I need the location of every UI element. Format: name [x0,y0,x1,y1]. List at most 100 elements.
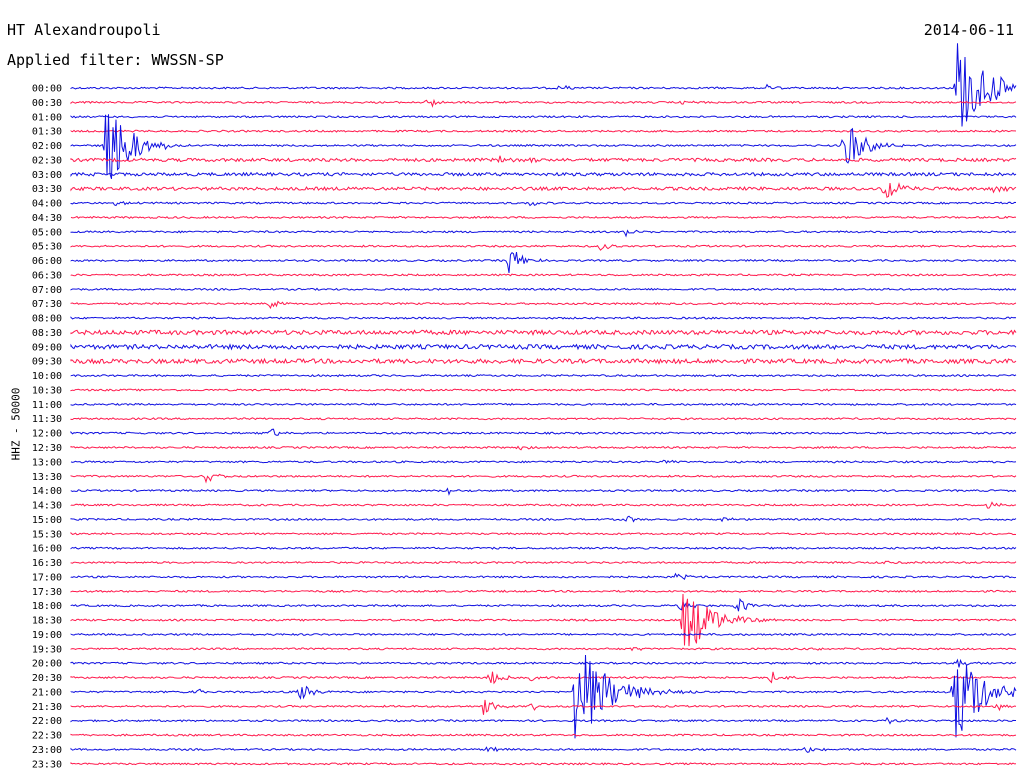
time-label: 23:30 [32,759,62,770]
trace-row-0030 [70,98,1017,108]
trace-row-0500 [70,229,1017,238]
trace-row-0700 [70,287,1017,291]
trace-row-2230 [70,733,1017,737]
time-label: 08:00 [32,314,62,325]
trace-row-0530 [70,243,1017,251]
trace-row-1530 [70,531,1017,536]
time-label: 09:30 [32,357,62,368]
time-label: 10:30 [32,385,62,396]
time-label: 08:30 [32,328,62,339]
trace-row-0900 [70,343,1017,351]
time-label: 09:00 [32,342,62,353]
time-label: 07:30 [32,299,62,310]
time-label: 04:30 [32,213,62,224]
trace-row-1630 [70,560,1017,565]
trace-row-1000 [70,373,1017,378]
time-label: 15:00 [32,515,62,526]
trace-row-1230 [70,445,1017,451]
time-label: 05:30 [32,242,62,253]
trace-row-1430 [70,501,1017,509]
time-label: 19:00 [32,630,62,641]
time-label: 06:00 [32,256,62,267]
time-label: 16:30 [32,558,62,569]
trace-row-1030 [70,388,1016,392]
trace-row-0400 [70,200,1017,207]
time-label: 15:30 [32,529,62,540]
trace-row-0730 [70,300,1017,310]
trace-row-0130 [70,129,1017,133]
trace-row-1830 [70,593,1017,647]
time-label: 13:30 [32,472,62,483]
time-label: 12:30 [32,443,62,454]
station-title: HT Alexandroupoli [7,21,161,39]
trace-row-0000 [70,43,1017,127]
time-label: 02:00 [32,141,62,152]
time-label: 17:00 [32,572,62,583]
time-label: 00:30 [32,98,62,109]
trace-row-0330 [70,182,1017,198]
trace-row-0630 [70,273,1017,277]
trace-row-0200 [70,114,1017,179]
trace-row-1500 [70,515,1017,523]
time-label: 12:00 [32,429,62,440]
time-label: 13:00 [32,457,62,468]
trace-row-1900 [70,632,1017,637]
time-label: 21:00 [32,687,62,698]
trace-row-0100 [70,115,1017,119]
trace-row-2300 [70,746,1017,753]
trace-row-0930 [70,357,1017,365]
trace-row-0830 [70,329,1017,336]
time-label: 14:00 [32,486,62,497]
time-label: 04:00 [32,199,62,210]
time-label: 18:00 [32,601,62,612]
time-label: 11:30 [32,414,62,425]
time-label: 06:30 [32,270,62,281]
trace-row-0800 [70,316,1017,320]
trace-row-2100 [70,654,1017,739]
trace-row-1200 [70,428,1017,436]
trace-group [70,43,1017,766]
time-label: 22:00 [32,716,62,727]
date-label: 2014-06-11 [923,21,1014,39]
trace-row-1330 [70,473,1017,484]
time-label: 18:30 [32,616,62,627]
trace-row-2200 [70,716,1016,725]
time-label: 23:00 [32,745,62,756]
filter-label: Applied filter: WWSSN-SP [7,51,224,69]
time-label: 10:00 [32,371,62,382]
trace-row-0600 [70,252,1017,273]
time-label: 20:30 [32,673,62,684]
trace-row-0430 [70,215,1017,220]
time-label: 11:00 [32,400,62,411]
trace-row-1100 [70,402,1017,406]
time-label: 17:30 [32,587,62,598]
time-label-group: 00:00 00:30 01:00 01:30 02:00 02:30 03:00 03:30… [32,84,62,771]
trace-row-1700 [70,572,1017,580]
trace-row-0300 [70,171,1017,177]
time-label: 22:30 [32,731,62,742]
time-label: 20:00 [32,659,62,670]
time-label: 16:00 [32,544,62,555]
trace-row-1400 [70,487,1017,496]
trace-row-0230 [70,155,1017,164]
time-label: 21:30 [32,702,62,713]
time-label: 14:30 [32,501,62,512]
trace-row-1730 [70,589,1017,593]
trace-row-1800 [70,598,1017,612]
trace-row-1130 [70,417,1017,421]
time-label: 01:30 [32,127,62,138]
time-label: 05:00 [32,227,62,238]
trace-row-2130 [70,699,1017,715]
trace-row-1300 [70,459,1017,464]
time-label: 00:00 [32,84,62,95]
time-label: 03:30 [32,184,62,195]
time-label: 03:00 [32,170,62,181]
trace-row-1930 [70,647,1017,652]
trace-row-2030 [70,671,1017,685]
time-label: 07:00 [32,285,62,296]
time-label: 02:30 [32,155,62,166]
trace-row-2330 [70,762,1017,766]
time-label: 19:30 [32,644,62,655]
time-label: 01:00 [32,112,62,123]
